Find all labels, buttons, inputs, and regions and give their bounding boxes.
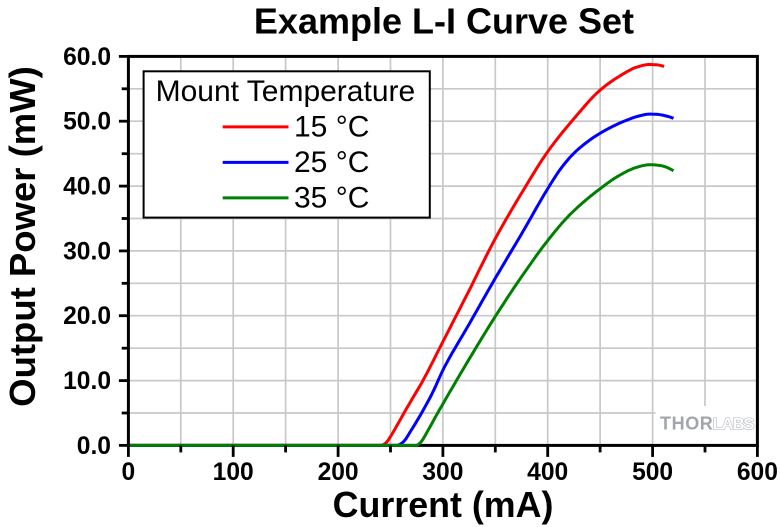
svg-text:THOR: THOR — [660, 414, 713, 434]
svg-text:400: 400 — [527, 459, 568, 486]
svg-text:Example L-I Curve Set: Example L-I Curve Set — [254, 1, 634, 42]
svg-text:15 °C: 15 °C — [294, 111, 369, 144]
svg-text:0.0: 0.0 — [77, 433, 111, 460]
svg-text:600: 600 — [737, 459, 778, 486]
svg-text:35 °C: 35 °C — [294, 182, 369, 215]
svg-text:0: 0 — [122, 459, 136, 486]
svg-text:30.0: 30.0 — [63, 238, 111, 265]
svg-text:500: 500 — [632, 459, 673, 486]
svg-text:Output Power (mW): Output Power (mW) — [2, 66, 43, 407]
svg-text:Current (mA): Current (mA) — [333, 485, 554, 525]
svg-text:25 °C: 25 °C — [294, 146, 369, 179]
svg-text:LABS: LABS — [713, 415, 755, 434]
svg-text:200: 200 — [318, 459, 359, 486]
svg-text:50.0: 50.0 — [63, 109, 111, 136]
svg-text:10.0: 10.0 — [63, 368, 111, 395]
svg-text:Mount Temperature: Mount Temperature — [156, 75, 416, 108]
svg-text:100: 100 — [213, 459, 254, 486]
svg-text:300: 300 — [422, 459, 463, 486]
svg-text:60.0: 60.0 — [63, 44, 111, 71]
svg-text:20.0: 20.0 — [63, 303, 111, 330]
svg-text:40.0: 40.0 — [63, 174, 111, 201]
